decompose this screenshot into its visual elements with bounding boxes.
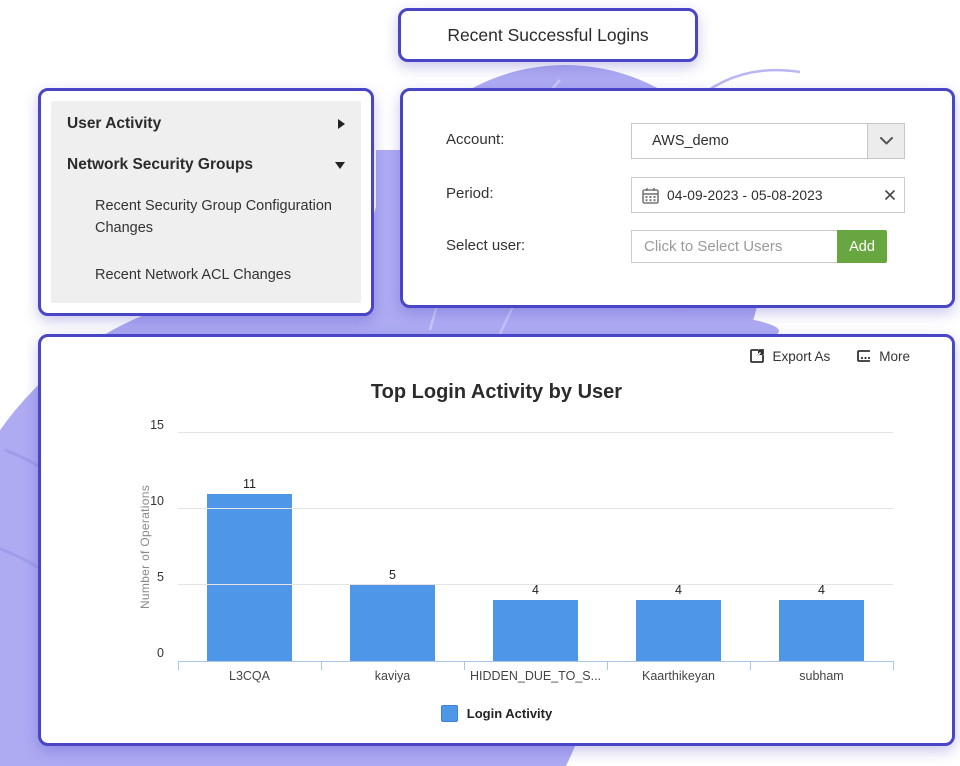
- account-select[interactable]: AWS_demo: [631, 123, 905, 159]
- x-axis-labels: L3CQA kaviya HIDDEN_DUE_TO_S... Kaarthikeya…: [178, 669, 893, 683]
- bar-kaviya[interactable]: [350, 585, 435, 661]
- select-chevron[interactable]: [867, 124, 904, 158]
- x-axis-tick: [607, 661, 608, 670]
- y-tick-label: 5: [157, 570, 164, 585]
- y-tick-label: 0: [157, 646, 164, 661]
- calendar-icon: [642, 187, 659, 204]
- legend-label: Login Activity: [466, 706, 553, 721]
- period-date-range-field[interactable]: 04-09-2023 - 05-08-2023: [631, 177, 905, 213]
- bar-column: 4: [750, 433, 893, 661]
- chevron-right-icon: [338, 119, 345, 129]
- bar-Kaarthikeyan[interactable]: [636, 600, 721, 661]
- x-tick-label: subham: [799, 669, 844, 683]
- account-label: Account:: [446, 131, 505, 148]
- x-axis-tick: [750, 661, 751, 670]
- bars-row: 11 5 4 4 4: [178, 433, 893, 661]
- report-menu-panel: User Activity Network Security Groups Re…: [38, 88, 374, 316]
- x-axis-tick: [893, 661, 894, 670]
- menu-item-label: User Activity: [67, 115, 162, 132]
- plot-area: Number of Operations 11 5 4 4 4 0 5 10 15: [138, 418, 894, 670]
- x-axis-tick: [321, 661, 322, 670]
- close-icon: [885, 190, 895, 200]
- account-value: AWS_demo: [652, 133, 729, 149]
- chevron-down-icon: [335, 161, 345, 169]
- menu-item-network-security-groups[interactable]: Network Security Groups: [67, 156, 345, 174]
- more-label: More: [879, 348, 910, 364]
- bar-value-label: 4: [675, 583, 682, 598]
- clear-period-button[interactable]: [876, 190, 904, 200]
- bar-column: 5: [321, 433, 464, 661]
- add-user-button[interactable]: Add: [837, 230, 887, 263]
- x-tick-label: HIDDEN_DUE_TO_S...: [469, 669, 602, 683]
- bar-column: 4: [464, 433, 607, 661]
- menu-subitem-network-acl-changes[interactable]: Recent Network ACL Changes: [95, 266, 292, 283]
- y-tick-label: 10: [150, 494, 164, 509]
- chart-title: Top Login Activity by User: [370, 381, 623, 403]
- menu-subitem-security-group-config-changes[interactable]: Recent Security Group Configuration Chan…: [95, 198, 332, 237]
- x-axis-tick: [464, 661, 465, 670]
- bar-column: 11: [178, 433, 321, 661]
- export-as-label: Export As: [772, 348, 831, 364]
- bar-subham[interactable]: [779, 600, 864, 661]
- report-title: Recent Successful Logins: [447, 24, 649, 45]
- x-tick-label: L3CQA: [229, 669, 270, 683]
- bar-column: 4: [607, 433, 750, 661]
- export-icon: [750, 349, 765, 363]
- legend-item-login-activity[interactable]: Login Activity: [41, 705, 952, 722]
- more-button[interactable]: More: [856, 348, 910, 364]
- report-filter-panel: Account: AWS_demo Period: 04-09-2023 - 0…: [400, 88, 955, 308]
- report-title-box: Recent Successful Logins: [398, 8, 698, 62]
- menu-item-user-activity[interactable]: User Activity: [67, 115, 345, 133]
- select-user-label: Select user:: [446, 237, 526, 254]
- period-value: 04-09-2023 - 05-08-2023: [667, 187, 823, 203]
- x-tick-label: Kaarthikeyan: [642, 669, 715, 683]
- report-menu: User Activity Network Security Groups Re…: [51, 101, 361, 303]
- export-as-button[interactable]: Export As: [749, 348, 830, 364]
- gridline: [178, 584, 893, 585]
- legend-swatch: [440, 705, 458, 722]
- x-axis-tick: [178, 661, 179, 670]
- chevron-down-icon: [879, 137, 893, 145]
- bar-HIDDEN_DUE_TO_S...[interactable]: [493, 600, 578, 661]
- bar-value-label: 4: [818, 583, 825, 598]
- bar-value-label: 4: [532, 583, 539, 598]
- period-label: Period:: [446, 185, 494, 202]
- bar-L3CQA[interactable]: [207, 493, 292, 661]
- more-icon: [857, 350, 871, 362]
- bar-value-label: 5: [389, 568, 396, 582]
- x-tick-label: kaviya: [374, 669, 411, 683]
- menu-item-label: Network Security Groups: [67, 156, 254, 173]
- bar-value-label: 11: [243, 476, 256, 491]
- gridline: [178, 432, 893, 433]
- y-tick-label: 15: [150, 418, 164, 433]
- chart-toolbar: Export As More: [749, 348, 910, 364]
- gridline: [178, 508, 893, 509]
- select-users-input[interactable]: Click to Select Users: [631, 230, 837, 263]
- chart-panel: Export As More Top Login Activity by Use…: [38, 334, 955, 746]
